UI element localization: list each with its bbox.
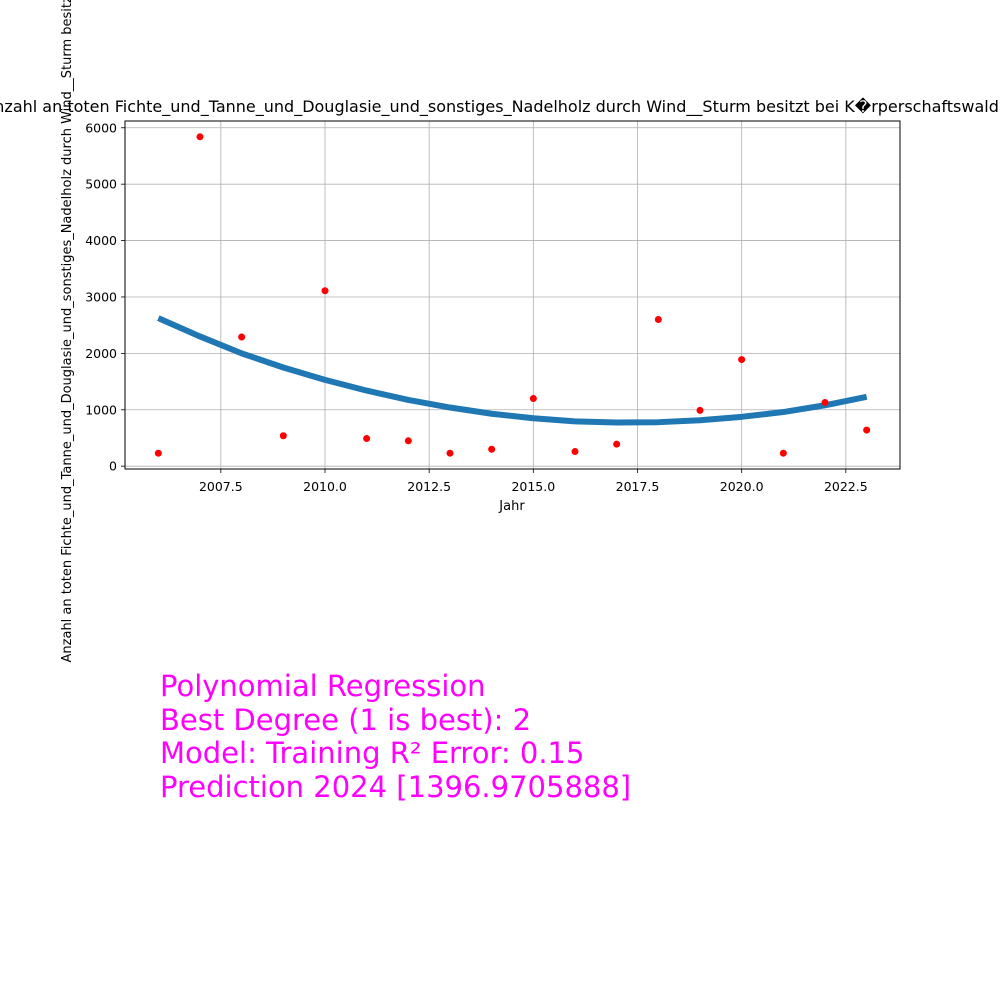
data-point [779,449,787,457]
data-point [488,445,496,453]
data-points [154,133,871,457]
data-point [446,449,454,457]
chart-title: Anzahl an toten Fichte_und_Tanne_und_Dou… [0,97,1000,117]
y-tick-label: 2000 [85,346,117,361]
grid [125,121,900,469]
data-point [279,432,287,440]
regression-curve [157,315,868,426]
data-point [738,356,746,364]
y-axis-label: Anzahl an toten Fichte_und_Tanne_und_Dou… [58,0,75,662]
summary-prediction: Prediction 2024 [1396.9705888] [160,769,632,804]
regression-summary: Polynomial Regression Best Degree (1 is … [160,669,632,804]
data-point [613,440,621,448]
data-point [238,333,246,341]
data-point [363,435,371,443]
y-tick-label: 3000 [85,289,117,304]
summary-title: Polynomial Regression [160,669,486,703]
y-tick-label: 4000 [85,233,117,248]
data-point [571,448,579,456]
x-tick-label: 2015.0 [511,479,555,494]
x-tick-label: 2020.0 [720,479,764,494]
data-point [863,426,871,434]
summary-r2-error: Model: Training R² Error: 0.15 [160,736,585,770]
y-tick-label: 5000 [85,177,117,192]
fit-line [157,315,868,426]
x-tick-label: 2010.0 [303,479,347,494]
axis-ticks: 2007.5 2010.0 2012.5 2015.0 2017.5 2020.0 2022… [85,120,868,494]
x-tick-label: 2012.5 [407,479,451,494]
y-tick-label: 6000 [85,120,117,135]
summary-best-degree: Best Degree (1 is best): 2 [160,702,532,737]
data-point [696,406,704,414]
data-point [404,437,412,445]
data-point [154,449,162,457]
data-point [654,316,662,324]
plot-area [124,120,901,470]
x-tick-label: 2017.5 [616,479,660,494]
data-point [321,287,329,295]
x-tick-label: 2007.5 [199,479,243,494]
y-tick-label: 0 [109,459,117,474]
x-tick-label: 2022.5 [824,479,868,494]
y-tick-label: 1000 [85,402,117,417]
data-point [196,133,204,141]
x-axis-label: Jahr [498,499,525,514]
data-point [821,398,829,406]
data-point [529,394,537,402]
